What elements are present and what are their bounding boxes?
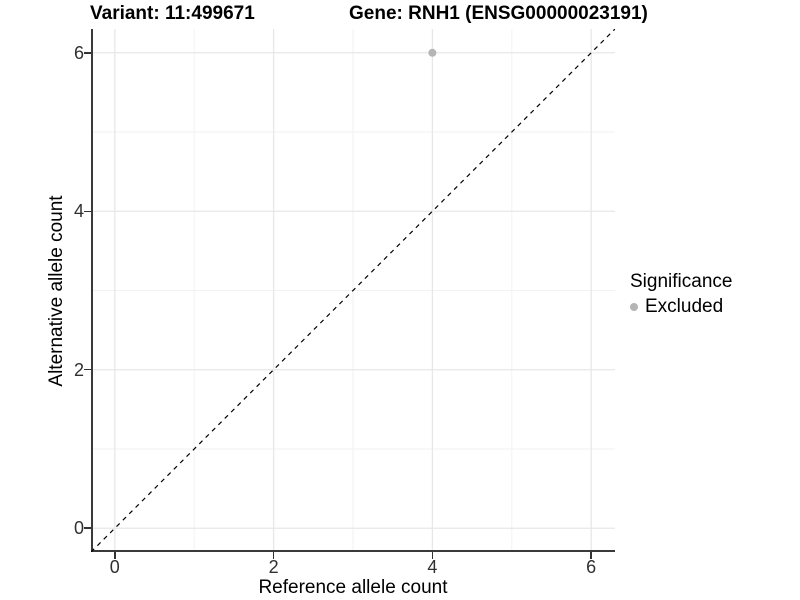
y-tick-label: 4 [73,201,84,222]
legend-item-label: Excluded [645,296,724,317]
y-tick-mark [84,210,91,212]
plot-canvas [91,29,615,552]
x-tick-label: 2 [268,557,279,577]
y-tick-mark [84,368,91,371]
legend: Significance Excluded [630,271,732,318]
y-axis-label: Alternative allele count [46,195,67,387]
x-tick-label: 6 [586,557,597,577]
x-axis-label: Reference allele count [258,577,448,598]
x-tick-mark [114,552,116,559]
y-tick-mark [84,527,91,529]
x-tick-mark [431,552,434,559]
legend-item-excluded: Excluded [630,296,732,318]
plot-title-variant: Variant: 11:499671 [90,3,255,24]
legend-title: Significance [630,271,733,292]
x-tick-label: 0 [109,557,120,577]
y-tick-label: 0 [73,518,84,539]
y-tick-label: 2 [73,359,84,380]
y-tick-label: 6 [73,42,84,63]
plot-panel [91,29,615,552]
legend-point-icon [630,303,638,311]
identity-line [91,29,615,552]
x-tick-mark [590,552,592,559]
data-point-excluded [428,48,437,57]
plot-title-gene: Gene: RNH1 (ENSG00000023191) [349,3,648,24]
x-tick-mark [272,552,275,559]
y-tick-mark [84,52,91,54]
x-tick-label: 4 [427,557,438,577]
